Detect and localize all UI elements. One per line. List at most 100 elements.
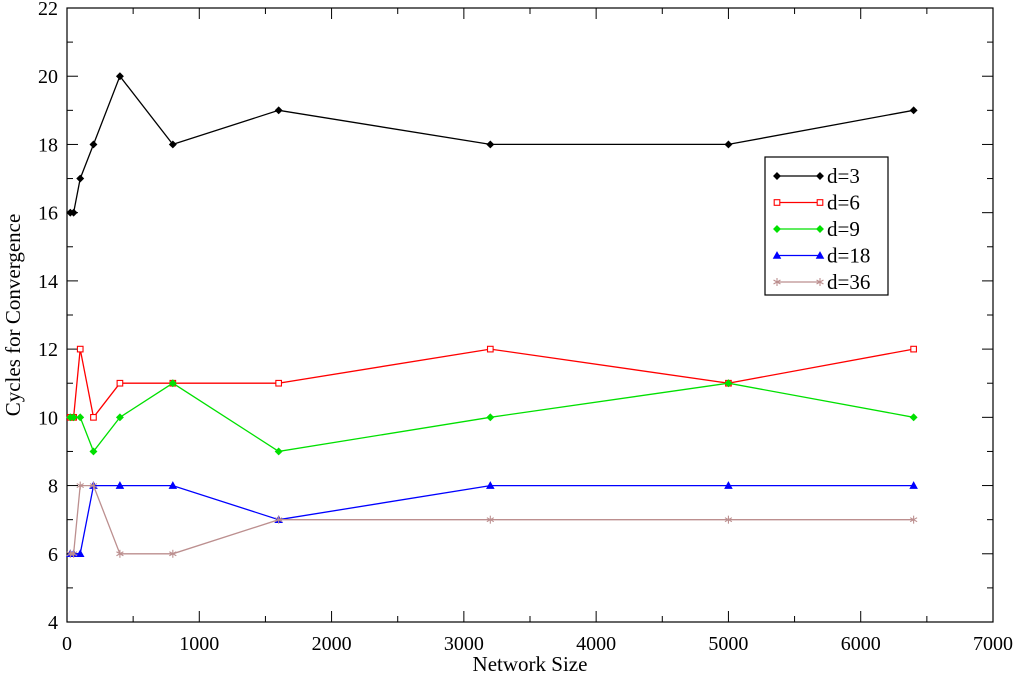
data-point <box>169 549 177 558</box>
data-point <box>724 140 733 149</box>
data-point <box>116 379 124 387</box>
plot-border <box>66 7 994 623</box>
star-stroke <box>816 279 824 285</box>
data-point <box>486 413 495 422</box>
legend-item: d=9 <box>773 217 860 241</box>
x-tick-label: 1000 <box>179 633 219 655</box>
y-axis-title: Cycles for Convergence <box>1 214 25 417</box>
data-point <box>90 413 97 421</box>
legend-item: d=36 <box>773 270 870 294</box>
legend-marker <box>773 225 781 233</box>
legend-label: d=6 <box>827 191 860 215</box>
data-point <box>275 379 283 387</box>
data-point <box>909 106 918 115</box>
legend-marker <box>816 225 824 233</box>
data-point <box>168 481 178 489</box>
legend-item: d=6 <box>773 191 860 215</box>
legend-marker <box>815 251 825 259</box>
y-tick-label: 10 <box>38 407 58 429</box>
axis-ticks: 0 1000 2000 3000 4000 5000 6000 7000 4 6 8 10 12 14 16… <box>38 0 1013 655</box>
data-point <box>76 174 85 183</box>
data-point <box>274 447 283 456</box>
data-point <box>274 515 283 524</box>
x-tick-label: 5000 <box>708 633 748 655</box>
data-point <box>116 549 124 558</box>
star-stroke <box>66 551 75 557</box>
y-tick-label: 8 <box>48 476 58 498</box>
legend-label: d=3 <box>827 164 860 188</box>
data-point <box>486 481 495 489</box>
legend-marker <box>816 172 824 180</box>
y-tick-label: 4 <box>48 612 58 634</box>
legend-item: d=18 <box>772 244 870 268</box>
x-tick-label: 3000 <box>444 633 484 655</box>
legend-marker <box>773 172 781 180</box>
star-stroke <box>909 517 918 523</box>
data-point <box>274 106 283 115</box>
y-tick-label: 16 <box>38 203 58 225</box>
data-point <box>486 140 495 149</box>
data-point <box>89 140 98 149</box>
series-line <box>70 484 914 555</box>
x-tick-label: 7000 <box>973 633 1013 655</box>
series-5 <box>66 481 918 558</box>
legend-label: d=36 <box>827 270 870 294</box>
star-stroke <box>116 551 124 557</box>
data-point <box>89 481 98 490</box>
data-point <box>76 345 84 353</box>
legend-marker <box>816 278 824 286</box>
legend-marker <box>772 251 782 259</box>
legend-marker <box>816 199 824 206</box>
axis-titles: Network Size Cycles for Convergence <box>1 214 587 675</box>
data-point <box>910 345 917 353</box>
series-line <box>70 74 914 214</box>
star-stroke <box>773 279 781 285</box>
data-point <box>909 515 918 524</box>
data-point <box>724 379 733 388</box>
y-tick-label: 20 <box>38 66 58 88</box>
legend-item: d=3 <box>773 164 860 188</box>
x-axis-title: Network Size <box>473 652 588 675</box>
data-point <box>909 481 918 489</box>
legend-label: d=18 <box>827 244 870 268</box>
star-stroke <box>169 551 177 557</box>
x-tick-label: 4000 <box>576 633 616 655</box>
star-stroke <box>724 517 733 523</box>
data-point <box>115 413 124 422</box>
y-tick-label: 6 <box>48 544 58 566</box>
data-point <box>66 549 75 558</box>
data-point <box>69 208 78 217</box>
legend-marker <box>773 278 781 286</box>
data-point <box>168 379 177 388</box>
series-line <box>70 484 914 555</box>
legend: d=3 d=6d=9 d=18d=36 <box>764 156 889 296</box>
series-3 <box>66 379 918 456</box>
data-point <box>115 481 125 489</box>
legend-marker <box>773 199 781 206</box>
star-stroke <box>274 517 283 523</box>
x-tick-label: 6000 <box>841 633 881 655</box>
data-point <box>76 413 85 422</box>
data-point <box>76 481 84 490</box>
data-point <box>115 72 124 81</box>
y-tick-label: 18 <box>38 134 58 156</box>
data-point <box>724 481 733 489</box>
y-tick-label: 22 <box>38 0 58 20</box>
data-point <box>75 549 85 558</box>
y-tick-label: 14 <box>38 271 58 293</box>
x-tick-label: 2000 <box>312 633 352 655</box>
data-point <box>909 413 918 422</box>
data-point <box>69 413 78 422</box>
star-stroke <box>486 517 495 523</box>
data-point <box>89 447 98 456</box>
data-point <box>724 515 733 524</box>
legend-label: d=9 <box>827 217 860 241</box>
star-stroke <box>89 483 98 489</box>
data-point <box>69 549 78 558</box>
data-point <box>486 345 494 353</box>
x-tick-label: 0 <box>62 633 72 655</box>
data-point <box>486 515 495 524</box>
series-2 <box>66 345 917 421</box>
